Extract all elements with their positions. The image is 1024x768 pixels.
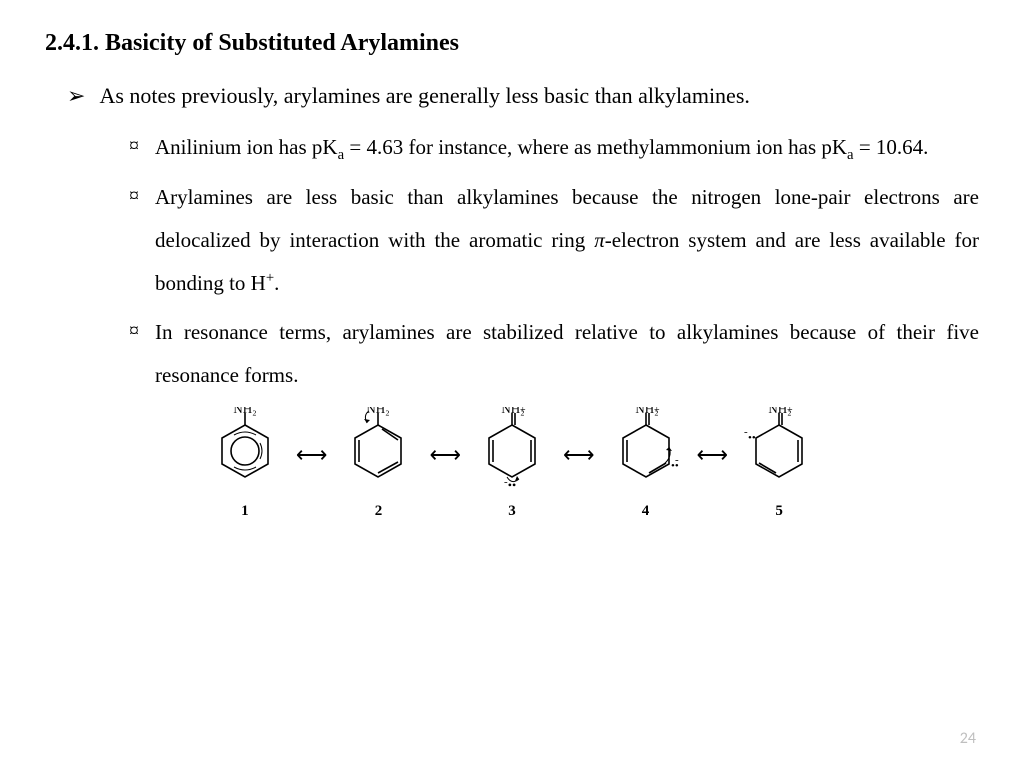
charge-plus: + <box>520 407 526 416</box>
bullet-level2: ¤ Anilinium ion has pKa = 4.63 for insta… <box>129 126 979 170</box>
structure-number: 4 <box>642 503 650 520</box>
bullet-l2-text-1: Arylamines are less basic than alkylamin… <box>155 176 979 305</box>
nh2-label: N̈H₂ <box>367 407 390 416</box>
structure-number: 3 <box>508 503 516 520</box>
resonance-arrow-icon: ⟷ <box>296 442 328 486</box>
resonance-structure-1: N̈H₂ 1 <box>202 407 288 520</box>
charge-plus: + <box>787 407 793 416</box>
resonance-structure-3: NH₂ + •• - 3 <box>469 407 555 520</box>
nh2-label: N̈H₂ <box>233 407 256 416</box>
bullet-l2-marker: ¤ <box>129 176 139 305</box>
bullet-l2-marker: ¤ <box>129 311 139 397</box>
page-number: 24 <box>960 729 976 748</box>
bullet-level2: ¤ In resonance terms, arylamines are sta… <box>129 311 979 397</box>
benzene-ring-4-svg: NH₂ + •• - <box>603 407 689 499</box>
bullet-level1: ➢ As notes previously, arylamines are ge… <box>67 75 979 118</box>
resonance-arrow-icon: ⟷ <box>563 442 595 486</box>
resonance-arrow-icon: ⟷ <box>697 442 729 486</box>
bullet-level2: ¤ Arylamines are less basic than alkylam… <box>129 176 979 305</box>
charge-minus: - <box>504 476 508 488</box>
benzene-ring-1-svg: N̈H₂ <box>202 407 288 499</box>
resonance-structure-4: NH₂ + •• - 4 <box>603 407 689 520</box>
benzene-ring-2-svg: N̈H₂ <box>335 407 421 499</box>
resonance-structure-5: NH₂ + •• - 5 <box>736 407 822 520</box>
resonance-diagram: N̈H₂ 1 ⟷ N̈H₂ 2 ⟷ <box>45 407 979 520</box>
lone-pair: •• <box>748 432 756 444</box>
resonance-structure-2: N̈H₂ 2 <box>335 407 421 520</box>
structure-number: 1 <box>241 503 249 520</box>
lone-pair: •• <box>508 478 516 492</box>
section-heading: 2.4.1. Basicity of Substituted Arylamine… <box>45 30 979 57</box>
resonance-arrow-icon: ⟷ <box>429 442 461 486</box>
benzene-ring-5-svg: NH₂ + •• - <box>736 407 822 499</box>
charge-minus: - <box>744 426 748 438</box>
benzene-ring-3-svg: NH₂ + •• - <box>469 407 555 499</box>
structure-number: 2 <box>375 503 383 520</box>
bullet-l1-text: As notes previously, arylamines are gene… <box>99 75 979 118</box>
bullet-l1-marker: ➢ <box>67 75 85 118</box>
charge-plus: + <box>654 407 660 416</box>
bullet-l2-marker: ¤ <box>129 126 139 170</box>
bullet-l2-text-0: Anilinium ion has pKa = 4.63 for instanc… <box>155 126 979 170</box>
charge-minus: - <box>675 454 679 466</box>
bullet-l2-text-2: In resonance terms, arylamines are stabi… <box>155 311 979 397</box>
structure-number: 5 <box>775 503 783 520</box>
